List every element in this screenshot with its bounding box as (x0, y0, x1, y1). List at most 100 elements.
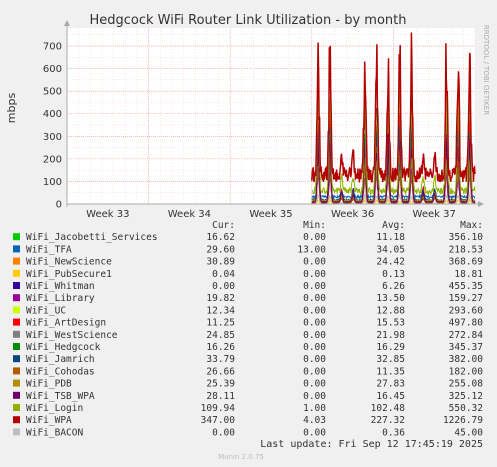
legend-value: 345.37 (449, 342, 483, 353)
legend-series-name: WiFi_Login (26, 403, 83, 414)
y-tick-label: 200 (43, 154, 62, 165)
legend-value: 159.27 (449, 293, 483, 304)
legend-value: 109.94 (201, 403, 236, 414)
chart-title: Hedgcock WiFi Router Link Utilization - … (90, 13, 407, 28)
legend-swatch (13, 257, 20, 265)
rrdtool-credit: RRDTOOL / TOBI OETIKER (482, 25, 490, 115)
legend-series-name: WiFi_WPA (26, 415, 72, 426)
legend-swatch (13, 404, 20, 411)
legend-value: 12.88 (376, 305, 405, 316)
legend-series-name: WiFi_Hedgcock (26, 342, 101, 353)
legend-series-name: WiFi_Jamrich (26, 354, 95, 365)
legend-value: 45.00 (454, 427, 483, 438)
legend: Cur: Min: Avg: Max: WiFi_Jacobetti_Services 1… (13, 220, 483, 438)
legend-swatch (13, 367, 20, 375)
legend-series-name: WiFi_Whitman (26, 281, 95, 292)
legend-value: 0.00 (303, 342, 326, 353)
legend-value: 16.62 (206, 232, 235, 243)
legend-value: 6.26 (382, 281, 405, 292)
legend-value: 455.35 (449, 281, 483, 292)
legend-value: 272.84 (449, 330, 484, 341)
legend-value: 325.12 (449, 391, 483, 402)
legend-value: 356.10 (449, 232, 484, 243)
legend-value: 0.00 (303, 379, 326, 390)
legend-value: 293.60 (449, 305, 484, 316)
legend-series-name: WiFi_NewScience (26, 257, 112, 268)
x-tick-label: Week 33 (86, 209, 129, 220)
y-tick-label: 700 (43, 42, 62, 53)
legend-value: 0.00 (212, 427, 235, 438)
legend-value: 102.48 (371, 403, 406, 414)
legend-value: 0.00 (212, 281, 235, 292)
legend-value: 25.39 (206, 379, 235, 390)
legend-value: 4.03 (303, 415, 326, 426)
legend-value: 34.05 (376, 244, 405, 255)
legend-swatch (13, 416, 20, 424)
legend-value: 0.00 (303, 427, 326, 438)
legend-value: 0.00 (303, 293, 326, 304)
legend-swatch (13, 379, 20, 387)
series-line (311, 131, 476, 204)
legend-value: 19.82 (206, 293, 235, 304)
legend-swatch (13, 318, 20, 326)
legend-value: 550.32 (449, 403, 483, 414)
legend-value: 16.29 (376, 342, 405, 353)
legend-value: 0.00 (303, 354, 326, 365)
legend-value: 13.50 (376, 293, 405, 304)
legend-value: 16.45 (376, 391, 405, 402)
legend-value: 0.36 (382, 427, 405, 438)
legend-column-header: Min: (303, 220, 326, 231)
legend-value: 24.42 (376, 257, 405, 268)
legend-swatch (13, 306, 20, 314)
legend-swatch (13, 269, 20, 277)
legend-swatch (13, 245, 20, 253)
legend-value: 11.35 (376, 366, 405, 377)
legend-value: 0.00 (303, 391, 326, 402)
legend-series-name: WiFi_TFA (26, 244, 72, 255)
legend-value: 32.85 (376, 354, 405, 365)
last-update: Last update: Fri Sep 12 17:45:19 2025 (260, 439, 483, 450)
legend-value: 1.00 (303, 403, 326, 414)
legend-value: 0.13 (382, 269, 405, 280)
legend-value: 0.00 (303, 318, 326, 329)
x-tick-label: Week 34 (168, 209, 211, 220)
legend-swatch (13, 282, 20, 289)
legend-swatch (13, 343, 20, 350)
legend-series-name: WiFi_WestScience (26, 330, 118, 341)
legend-column-header: Avg: (382, 220, 405, 231)
legend-value: 15.53 (376, 318, 405, 329)
legend-series-name: WiFi_Jacobetti_Services (26, 232, 158, 243)
legend-series-name: WiFi_TSB_WPA (26, 391, 95, 402)
legend-value: 11.18 (376, 232, 405, 243)
legend-value: 0.04 (212, 269, 235, 280)
legend-value: 18.81 (454, 269, 483, 280)
plot-area (67, 28, 475, 204)
series-layer (311, 32, 476, 205)
legend-value: 0.00 (303, 281, 326, 292)
legend-value: 21.98 (376, 330, 405, 341)
legend-series-name: WiFi_PubSecure1 (26, 269, 112, 280)
legend-series-name: WiFi_PDB (26, 379, 72, 390)
legend-value: 16.26 (206, 342, 235, 353)
x-tick-label: Week 35 (249, 209, 292, 220)
y-tick-label: 300 (43, 132, 62, 143)
legend-value: 0.00 (303, 305, 326, 316)
y-axis-label: mbps (5, 93, 18, 124)
legend-value: 255.08 (449, 379, 484, 390)
legend-series-name: WiFi_BACON (26, 427, 83, 438)
x-tick-label: Week 37 (413, 209, 456, 220)
legend-value: 1226.79 (443, 415, 483, 426)
legend-column-header: Cur: (212, 220, 235, 231)
legend-value: 27.83 (376, 379, 405, 390)
legend-value: 382.00 (449, 354, 484, 365)
y-tick-label: 600 (43, 64, 62, 75)
legend-value: 227.32 (371, 415, 405, 426)
legend-column-header: Max: (460, 220, 483, 231)
axes: 0 100 200 300 400 500 600 700 Week 33 Week 34 Week… (43, 20, 484, 220)
legend-value: 182.00 (449, 366, 484, 377)
legend-value: 497.80 (449, 318, 484, 329)
legend-series-name: WiFi_Library (26, 293, 95, 304)
legend-swatch (13, 294, 20, 302)
legend-value: 24.85 (206, 330, 235, 341)
